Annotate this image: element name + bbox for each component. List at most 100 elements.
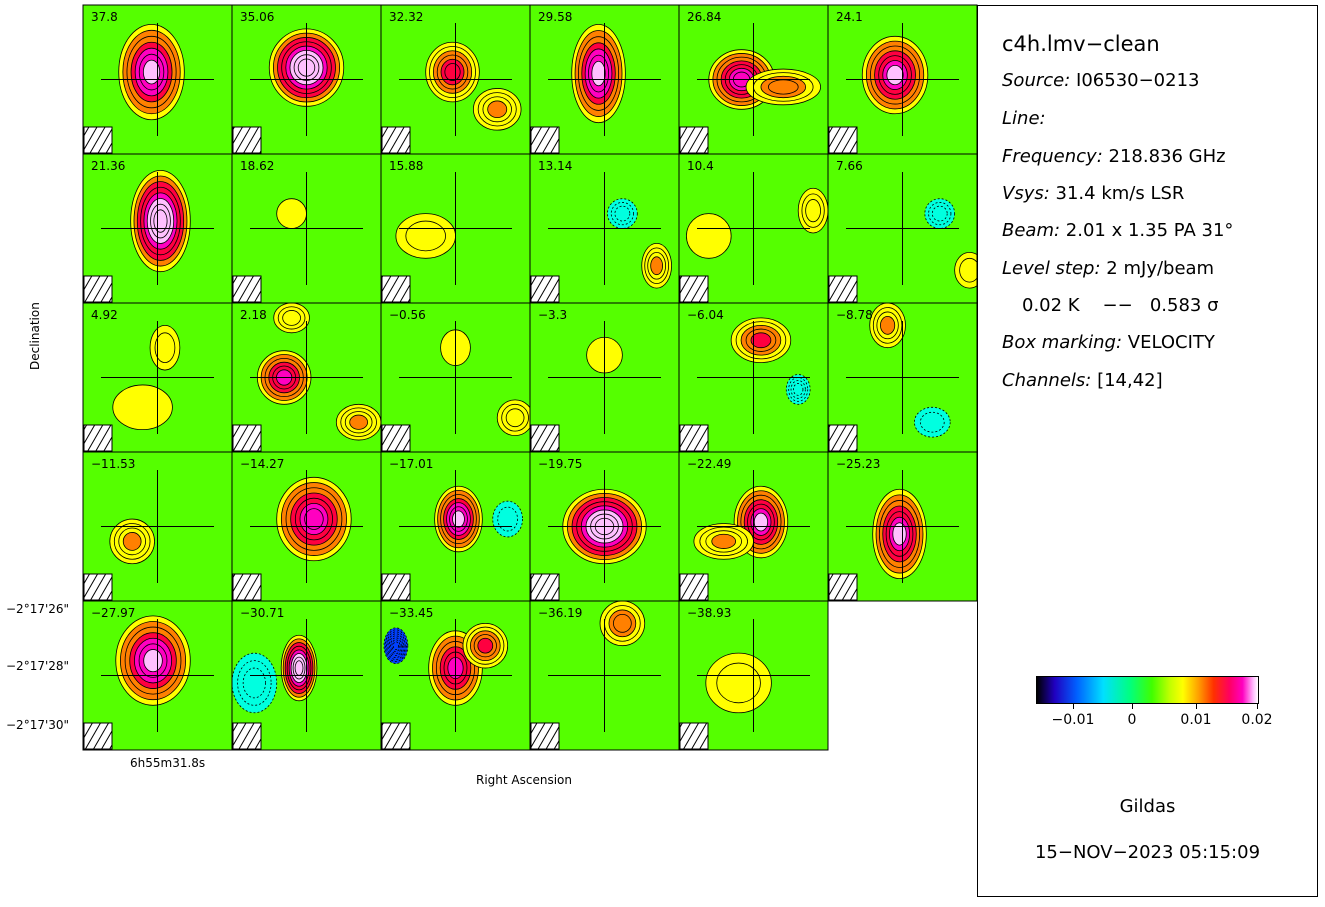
- contour-level: [122, 532, 142, 551]
- velocity-label: −6.04: [687, 308, 724, 322]
- contour-level: [497, 506, 518, 532]
- x-axis-label: Right Ascension: [476, 773, 572, 787]
- velocity-label: −8.78: [836, 308, 873, 322]
- velocity-label: 18.62: [240, 159, 274, 173]
- colorbar-tick: −0.01: [1051, 712, 1095, 728]
- contour-level: [686, 213, 732, 259]
- channel-panel: −33.45: [380, 600, 531, 751]
- beam-box: [530, 275, 560, 303]
- channel-panel: −27.97: [82, 600, 233, 751]
- contour-level: [444, 63, 461, 81]
- contour-level: [112, 384, 173, 431]
- channel-panel: −0.56: [380, 302, 531, 453]
- velocity-label: 37.8: [91, 10, 118, 24]
- beam-box: [530, 573, 560, 601]
- contour-level: [276, 198, 307, 229]
- velocity-label: −19.75: [538, 457, 582, 471]
- channel-panel: 15.88: [380, 153, 531, 304]
- contour-level: [304, 508, 324, 530]
- channel-panel: −11.53: [82, 451, 233, 602]
- velocity-label: −17.01: [389, 457, 433, 471]
- colorbar-tick: 0.01: [1180, 712, 1212, 728]
- channel-panel: −19.75: [529, 451, 680, 602]
- level-step-line: Level step: 2 mJy/beam: [1002, 258, 1215, 279]
- map-title: c4h.lmv−clean: [1002, 32, 1160, 56]
- contour-level: [242, 667, 266, 699]
- contour-level: [505, 408, 525, 428]
- velocity-label: 21.36: [91, 159, 125, 173]
- velocity-label: −30.71: [240, 606, 284, 620]
- contour-level: [805, 199, 821, 223]
- velocity-label: −0.56: [389, 308, 426, 322]
- contour-level: [294, 660, 304, 676]
- beam-box: [679, 275, 709, 303]
- channel-panel: 2.18: [231, 302, 382, 453]
- channel-map-grid: 37.8 35.06 32.32 29.58 26.84 24.1 21.36 18.62 15…: [82, 4, 978, 751]
- velocity-label: −33.45: [389, 606, 433, 620]
- frequency-line: Frequency: 218.836 GHz: [1002, 146, 1226, 167]
- beam-box: [232, 424, 262, 452]
- channel-panel: −17.01: [380, 451, 531, 602]
- velocity-label: −3.3: [538, 308, 567, 322]
- contour-level: [886, 64, 904, 86]
- contour-level: [919, 411, 945, 433]
- velocity-label: −38.93: [687, 606, 731, 620]
- channel-panel: 7.66: [827, 153, 978, 304]
- channel-panel: −38.93: [678, 600, 829, 751]
- contour-level: [282, 310, 301, 326]
- contour-level: [711, 533, 737, 549]
- contour-level: [716, 662, 761, 704]
- vsys-line: Vsys: 31.4 km/s LSR: [1002, 183, 1185, 204]
- beam-box: [381, 573, 411, 601]
- contour-level: [650, 256, 664, 276]
- velocity-label: 4.92: [91, 308, 118, 322]
- contour-level: [767, 79, 799, 95]
- beam-box: [232, 275, 262, 303]
- contour-level: [880, 316, 896, 335]
- colorbar: [1036, 676, 1259, 704]
- channel-panel: 13.14: [529, 153, 680, 304]
- contour-level: [349, 414, 368, 430]
- velocity-label: 32.32: [389, 10, 423, 24]
- panel-border: [678, 600, 829, 751]
- channel-panel: −8.78: [827, 302, 978, 453]
- channel-panel: −25.23: [827, 451, 978, 602]
- channels-line: Channels: [14,42]: [1002, 370, 1163, 391]
- velocity-label: 29.58: [538, 10, 572, 24]
- velocity-label: −25.23: [836, 457, 880, 471]
- box-marking-line: Box marking: VELOCITY: [1002, 332, 1215, 353]
- contour-level: [959, 257, 977, 283]
- velocity-label: −11.53: [91, 457, 135, 471]
- channel-panel: 35.06: [231, 4, 382, 155]
- beam-box: [679, 573, 709, 601]
- line-line: Line:: [1002, 108, 1046, 129]
- contour-level: [613, 614, 632, 633]
- contour-level: [614, 205, 631, 222]
- contour-level: [793, 383, 804, 396]
- colorbar-tick: 0.02: [1241, 712, 1273, 728]
- velocity-label: 24.1: [836, 10, 863, 24]
- beam-box: [679, 424, 709, 452]
- level-extra-line: 0.02 K −− 0.583 σ: [1022, 295, 1219, 316]
- channel-panel: −22.49: [678, 451, 829, 602]
- velocity-label: 10.4: [687, 159, 714, 173]
- beam-box: [232, 126, 262, 154]
- info-panel: c4h.lmv−clean Source: I06530−0213 Line: …: [977, 5, 1318, 897]
- contour-level: [142, 59, 161, 85]
- channel-panel: −36.19: [529, 600, 680, 751]
- contour-level: [143, 649, 163, 673]
- channel-panel: 10.4: [678, 153, 829, 304]
- channel-panel: 4.92: [82, 302, 233, 453]
- beam-box: [83, 722, 113, 750]
- channel-panel: −14.27: [231, 451, 382, 602]
- y-tick-label: −2°17'30": [6, 718, 70, 732]
- timestamp: 15−NOV−2023 05:15:09: [1034, 842, 1261, 863]
- beam-box: [828, 573, 858, 601]
- contour-level: [154, 332, 176, 364]
- beam-box: [828, 424, 858, 452]
- channel-panel: 18.62: [231, 153, 382, 304]
- channel-panel: −6.04: [678, 302, 829, 453]
- beam-box: [679, 722, 709, 750]
- contour-level: [405, 220, 446, 252]
- velocity-label: 26.84: [687, 10, 721, 24]
